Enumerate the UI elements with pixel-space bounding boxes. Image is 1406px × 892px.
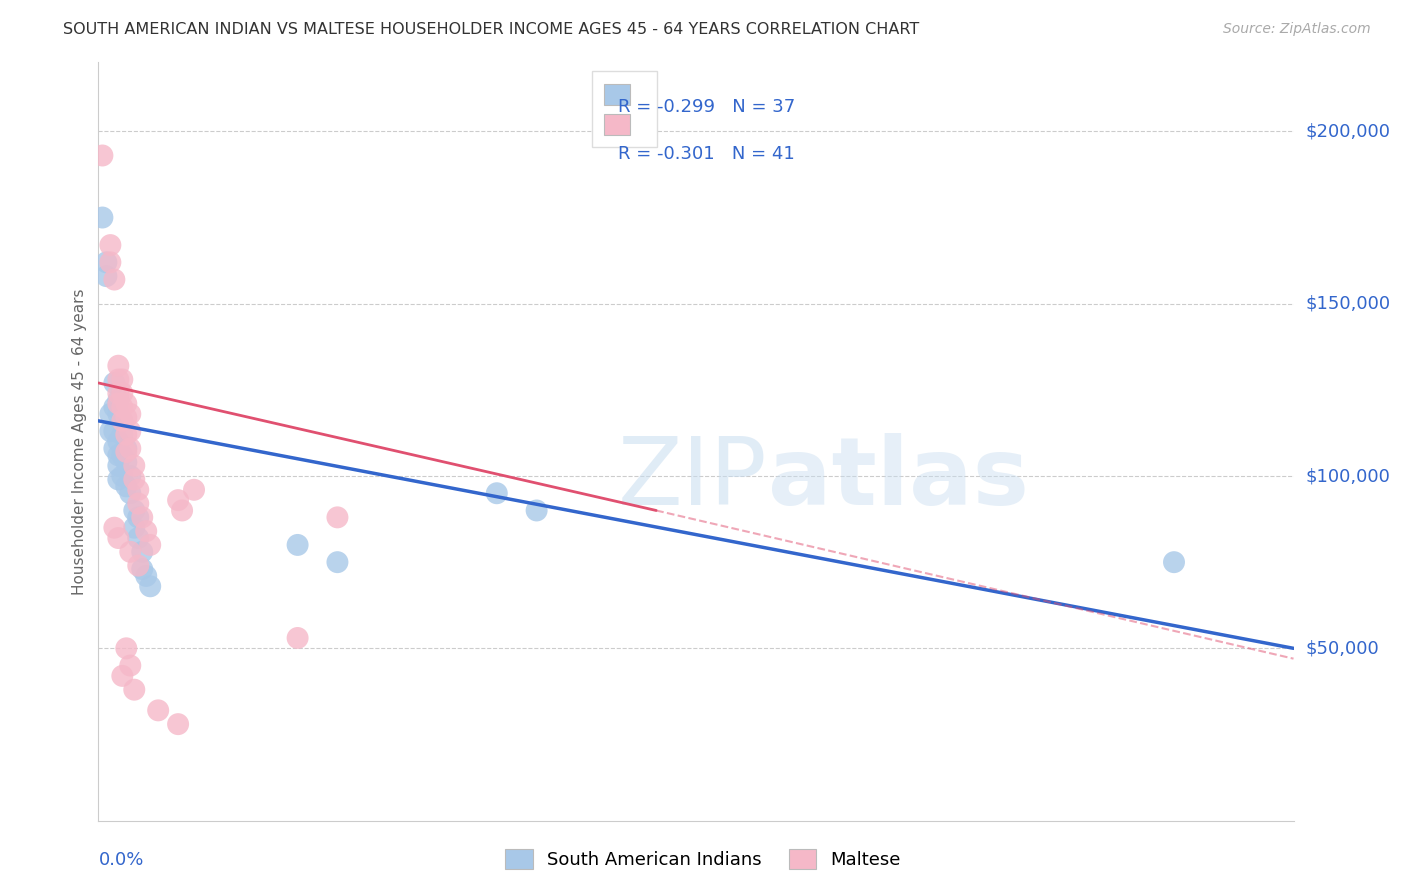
Text: R = -0.299   N = 37: R = -0.299 N = 37 bbox=[619, 98, 796, 116]
Point bbox=[107, 396, 129, 410]
Point bbox=[111, 414, 134, 428]
Point bbox=[127, 510, 149, 524]
Point bbox=[127, 531, 149, 545]
Point bbox=[91, 148, 114, 162]
Text: $150,000: $150,000 bbox=[1306, 294, 1391, 313]
Point bbox=[107, 448, 129, 462]
Point bbox=[124, 503, 146, 517]
Point bbox=[115, 479, 138, 493]
Point bbox=[115, 396, 138, 410]
Point bbox=[111, 414, 134, 428]
Point bbox=[98, 255, 122, 269]
Point bbox=[124, 521, 146, 535]
Point bbox=[120, 442, 142, 456]
Point bbox=[111, 669, 134, 683]
Point bbox=[120, 658, 142, 673]
Point bbox=[107, 372, 129, 386]
Text: $50,000: $50,000 bbox=[1306, 640, 1379, 657]
Point bbox=[103, 424, 125, 438]
Point bbox=[115, 445, 138, 459]
Point bbox=[91, 211, 114, 225]
Point bbox=[111, 372, 134, 386]
Point bbox=[111, 400, 134, 414]
Point bbox=[111, 427, 134, 442]
Point bbox=[107, 458, 129, 473]
Point bbox=[115, 427, 138, 442]
Text: R = -0.301   N = 41: R = -0.301 N = 41 bbox=[619, 145, 794, 163]
Point bbox=[115, 455, 138, 469]
Point bbox=[139, 538, 162, 552]
Point bbox=[120, 424, 142, 438]
Text: $200,000: $200,000 bbox=[1306, 122, 1391, 140]
Point bbox=[127, 483, 149, 497]
Point bbox=[183, 483, 205, 497]
Point bbox=[103, 272, 125, 286]
Point bbox=[103, 521, 125, 535]
Point bbox=[326, 510, 349, 524]
Point bbox=[172, 503, 194, 517]
Point bbox=[124, 473, 146, 487]
Point bbox=[124, 458, 146, 473]
Point bbox=[485, 486, 508, 500]
Point bbox=[124, 682, 146, 697]
Point bbox=[107, 359, 129, 373]
Text: 0.0%: 0.0% bbox=[98, 851, 143, 869]
Point bbox=[111, 448, 134, 462]
Point bbox=[131, 510, 153, 524]
Point bbox=[127, 558, 149, 573]
Point bbox=[120, 486, 142, 500]
Point bbox=[98, 424, 122, 438]
Point bbox=[107, 393, 129, 408]
Point bbox=[115, 641, 138, 656]
Point bbox=[107, 407, 129, 421]
Point bbox=[326, 555, 349, 569]
Point bbox=[120, 545, 142, 559]
Point bbox=[120, 407, 142, 421]
Y-axis label: Householder Income Ages 45 - 64 years: Householder Income Ages 45 - 64 years bbox=[72, 288, 87, 595]
Point bbox=[120, 469, 142, 483]
Text: atlas: atlas bbox=[768, 434, 1029, 525]
Point bbox=[103, 442, 125, 456]
Point bbox=[131, 562, 153, 576]
Point bbox=[167, 717, 190, 731]
Point bbox=[107, 434, 129, 449]
Point bbox=[287, 631, 309, 645]
Point bbox=[115, 410, 138, 425]
Point bbox=[98, 238, 122, 252]
Legend: , : , bbox=[592, 71, 657, 147]
Point bbox=[127, 497, 149, 511]
Point bbox=[103, 400, 125, 414]
Point bbox=[111, 386, 134, 401]
Point bbox=[148, 703, 170, 717]
Point bbox=[107, 531, 129, 545]
Legend: South American Indians, Maltese: South American Indians, Maltese bbox=[496, 839, 910, 879]
Point bbox=[96, 269, 118, 284]
Text: SOUTH AMERICAN INDIAN VS MALTESE HOUSEHOLDER INCOME AGES 45 - 64 YEARS CORRELATI: SOUTH AMERICAN INDIAN VS MALTESE HOUSEHO… bbox=[63, 22, 920, 37]
Point bbox=[115, 442, 138, 456]
Point bbox=[1163, 555, 1185, 569]
Point bbox=[111, 469, 134, 483]
Text: $100,000: $100,000 bbox=[1306, 467, 1391, 485]
Text: Source: ZipAtlas.com: Source: ZipAtlas.com bbox=[1223, 22, 1371, 37]
Point bbox=[131, 545, 153, 559]
Point bbox=[107, 386, 129, 401]
Point bbox=[135, 524, 157, 538]
Point bbox=[135, 569, 157, 583]
Point bbox=[96, 255, 118, 269]
Point bbox=[98, 407, 122, 421]
Point bbox=[103, 376, 125, 390]
Point bbox=[287, 538, 309, 552]
Point bbox=[107, 473, 129, 487]
Point bbox=[526, 503, 548, 517]
Text: ZIP: ZIP bbox=[619, 434, 768, 525]
Point bbox=[139, 579, 162, 593]
Point bbox=[167, 493, 190, 508]
